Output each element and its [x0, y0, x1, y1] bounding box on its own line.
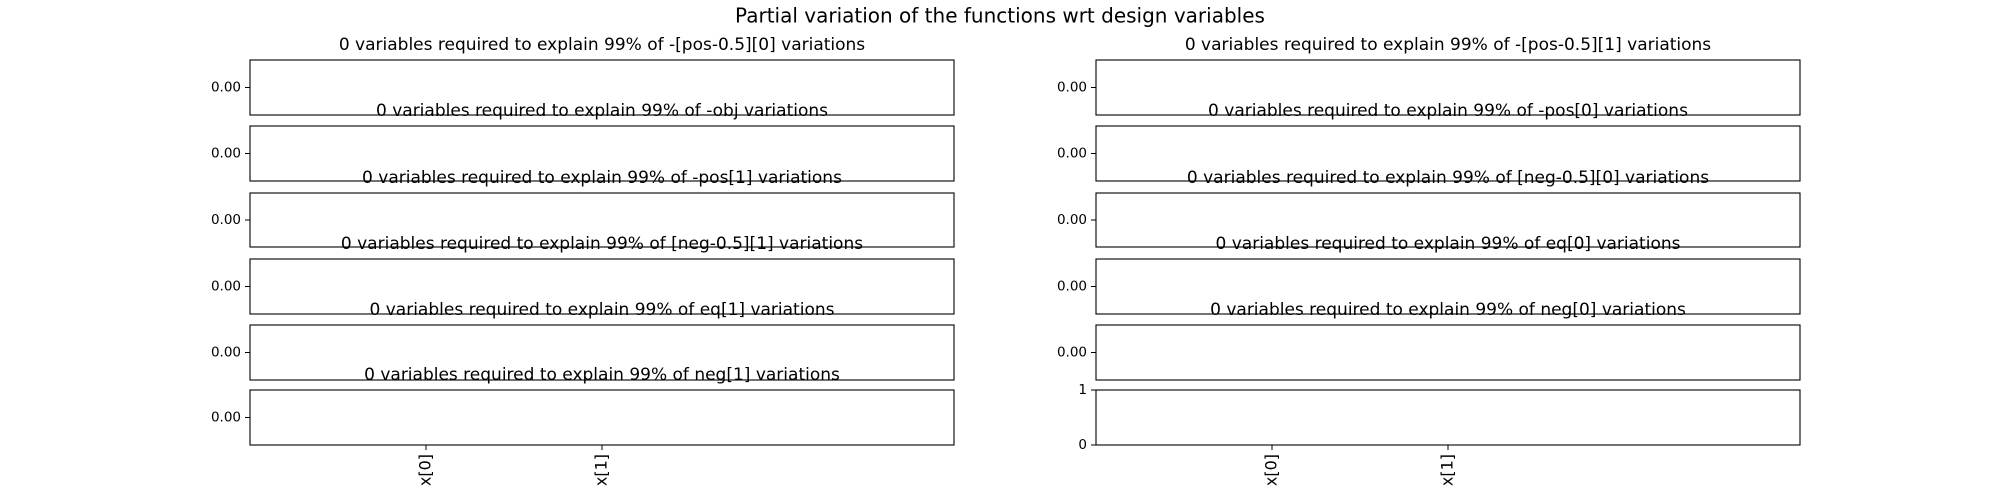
figure-title: Partial variation of the functions wrt d… — [735, 4, 1265, 28]
subplot-title: 0 variables required to explain 99% of [… — [1187, 168, 1709, 188]
y-tick-label: 0.00 — [211, 146, 241, 162]
subplot-title: 0 variables required to explain 99% of -… — [362, 168, 842, 188]
subplot-title: 0 variables required to explain 99% of n… — [364, 365, 840, 385]
y-tick-label: 0.00 — [211, 80, 241, 96]
x-tick-label: x[1] — [592, 454, 611, 486]
y-tick-label: 0.00 — [211, 212, 241, 228]
y-tick-label: 0.00 — [1057, 345, 1087, 361]
subplot-title: 0 variables required to explain 99% of -… — [376, 101, 828, 121]
x-tick-label: x[0] — [416, 454, 435, 486]
y-tick-label: 0.00 — [1057, 80, 1087, 96]
subplot-title: 0 variables required to explain 99% of n… — [1210, 300, 1686, 320]
subplot-title: 0 variables required to explain 99% of e… — [1216, 234, 1681, 254]
y-tick-label: 0.00 — [211, 410, 241, 426]
y-tick-label: 0 — [1078, 437, 1087, 453]
y-tick-label: 0.00 — [1057, 212, 1087, 228]
subplot-title: 0 variables required to explain 99% of [… — [341, 234, 863, 254]
subplot-title: 0 variables required to explain 99% of -… — [1208, 101, 1688, 121]
subplot-title: 0 variables required to explain 99% of -… — [339, 35, 865, 55]
x-tick-label: x[0] — [1262, 454, 1281, 486]
y-tick-label: 0.00 — [1057, 146, 1087, 162]
axes-frame — [1095, 389, 1801, 446]
subplot-title: 0 variables required to explain 99% of -… — [1185, 35, 1711, 55]
y-tick-label: 0.00 — [211, 345, 241, 361]
axes-frame — [249, 389, 955, 446]
y-tick-label: 0.00 — [211, 279, 241, 295]
y-tick-label: 0.00 — [1057, 279, 1087, 295]
axes-frame — [1095, 324, 1801, 381]
y-tick-label: 1 — [1078, 382, 1087, 398]
x-tick-label: x[1] — [1438, 454, 1457, 486]
subplot-title: 0 variables required to explain 99% of e… — [370, 300, 835, 320]
